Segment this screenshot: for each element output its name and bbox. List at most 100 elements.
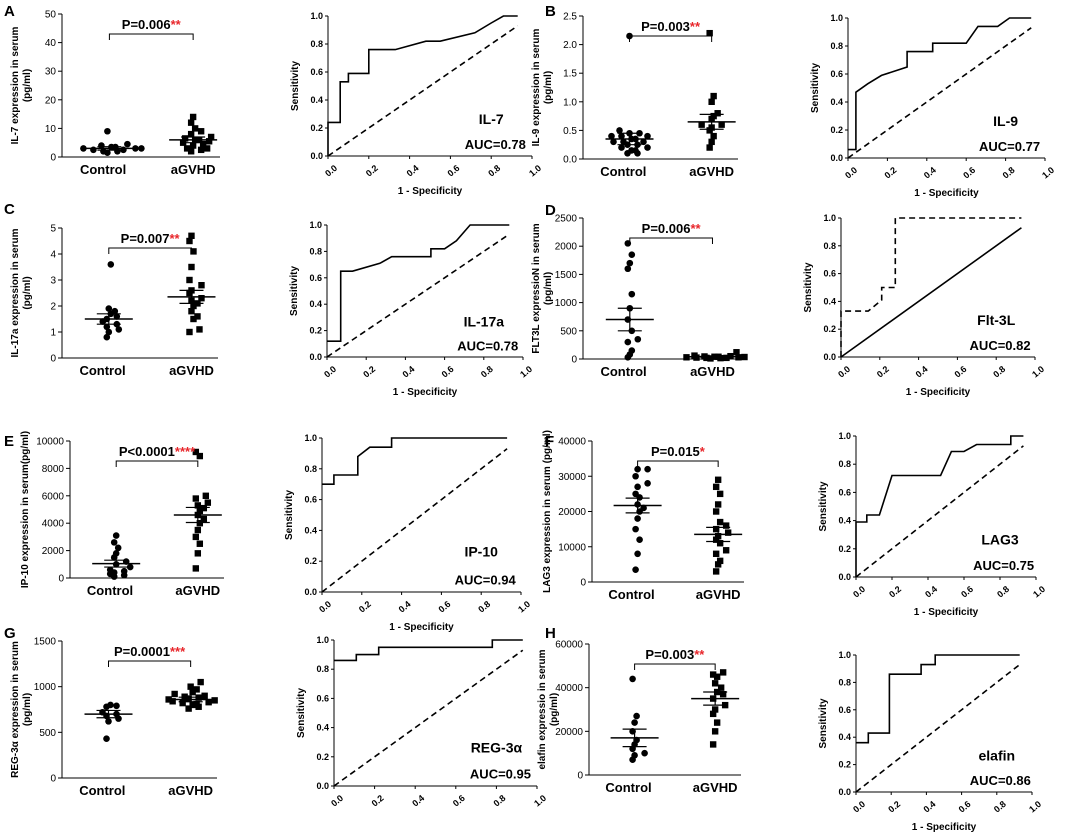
y-tick-label: 0.0: [823, 352, 836, 362]
data-point-agvhd: [194, 313, 201, 320]
x-tick-label: 0.8: [479, 364, 495, 380]
roc-plot-E: 0.0 0.2 0.4 0.6 0.8 1.0 0.0 0.2 0.4 0.6 0.8 1.0 1 - …: [284, 433, 532, 633]
y-tick-label: 0.8: [310, 39, 323, 49]
roc-curve: [322, 437, 508, 485]
data-point-agvhd: [200, 515, 208, 523]
y-tick-label: 0: [50, 354, 56, 365]
x-axis-label: 1 - Specificity: [393, 387, 458, 398]
data-point-control: [618, 132, 625, 140]
y-tick-label: 10: [45, 124, 57, 135]
y-tick-label: 30: [45, 67, 57, 78]
data-point-control: [80, 145, 87, 152]
x-tick-label: 0.2: [361, 364, 377, 380]
y-tick-label: 2.0: [563, 40, 577, 51]
y-tick-label: 1000: [555, 298, 578, 309]
data-point-agvhd: [196, 452, 204, 460]
x-tick-label: 0.8: [992, 799, 1008, 815]
y-tick-label: 1: [50, 328, 56, 339]
x-category-label: Control: [608, 587, 654, 602]
data-point-control: [641, 749, 648, 757]
data-point-control: [107, 701, 114, 709]
x-tick-label: 1.0: [1027, 799, 1043, 815]
data-point-control: [626, 259, 634, 267]
reference-line: [326, 233, 510, 358]
y-axis-label-line: (pg/ml): [22, 69, 33, 102]
x-tick-label: 1.0: [518, 364, 534, 380]
y-tick-label: 0: [580, 578, 586, 589]
y-tick-label: 0.2: [823, 324, 836, 334]
y-axis-label-line: LAG3 expression in serum (pg/ml): [542, 430, 553, 593]
data-point-agvhd: [719, 691, 727, 698]
y-tick-label: 1500: [555, 270, 578, 281]
data-point-agvhd: [211, 697, 218, 704]
x-axis-label: 1 - Specificity: [398, 186, 463, 197]
data-point-control: [105, 328, 113, 336]
data-point-agvhd: [187, 119, 195, 126]
data-point-control: [632, 147, 639, 154]
p-value-text: P=0.006: [122, 17, 171, 32]
data-point-agvhd: [722, 522, 730, 529]
data-point-control: [629, 675, 636, 683]
roc-plot-D: 0.0 0.2 0.4 0.6 0.8 1.0 0.0 0.2 0.4 0.6 0.8 1.0 1 - …: [803, 213, 1046, 398]
y-tick-label: 0.2: [310, 123, 323, 133]
x-axis-label: 1 - Specificity: [906, 387, 971, 398]
x-tick-label: 1.0: [1030, 364, 1046, 380]
significance-stars: **: [690, 19, 701, 34]
x-tick-label: 0.0: [322, 364, 338, 380]
x-tick-label: 0.0: [317, 599, 333, 615]
data-point-agvhd: [186, 276, 193, 284]
y-axis-label: IL-7 expression in serum(pg/ml): [10, 26, 33, 144]
y-tick-label: 3: [50, 276, 56, 287]
x-tick-label: 0.2: [887, 584, 903, 600]
reference-line: [855, 663, 1021, 793]
marker-name: IL-7: [479, 111, 504, 127]
data-point-control: [106, 566, 114, 574]
data-point-agvhd: [199, 140, 207, 148]
data-point-agvhd: [716, 490, 724, 498]
data-point-agvhd: [190, 315, 197, 323]
p-value: P=0.003**: [645, 647, 705, 662]
data-point-agvhd: [708, 98, 715, 105]
panel-letter: B: [545, 3, 556, 20]
data-point-agvhd: [713, 673, 721, 680]
data-point-agvhd: [187, 148, 195, 155]
data-point-control: [124, 140, 131, 148]
data-point-control: [107, 261, 115, 268]
y-axis-label: Sensitivity: [284, 490, 295, 540]
significance-stars: **: [694, 647, 705, 662]
data-point-agvhd: [706, 144, 713, 151]
data-point-agvhd: [698, 121, 705, 128]
data-point-agvhd: [171, 690, 178, 698]
x-tick-label: 0.2: [370, 793, 386, 809]
data-point-control: [103, 323, 111, 331]
data-point-agvhd: [186, 328, 193, 336]
x-tick-label: 0.0: [851, 584, 867, 600]
data-point-agvhd: [733, 349, 740, 356]
x-tick-label: 0.6: [952, 364, 968, 380]
data-point-agvhd: [714, 110, 721, 117]
y-tick-label: 0.4: [838, 516, 851, 526]
data-point-control: [633, 712, 640, 720]
y-tick-label: 20: [45, 95, 57, 106]
x-tick-label: 0.2: [882, 165, 898, 181]
data-point-agvhd: [204, 499, 212, 506]
data-point-control: [90, 146, 97, 154]
y-tick-label: 8000: [42, 464, 65, 475]
roc-curve: [334, 639, 523, 662]
roc-plot-F: 0.0 0.2 0.4 0.6 0.8 1.0 0.0 0.2 0.4 0.6 0.8 1.0 1 - …: [818, 431, 1047, 618]
x-tick-label: 0.4: [914, 364, 930, 380]
roc-curve: [840, 217, 1022, 357]
y-tick-label: 0.0: [830, 153, 843, 163]
y-tick-label: 0.2: [838, 760, 851, 770]
y-tick-label: 1.0: [304, 433, 317, 443]
p-value: P=0.015*: [651, 444, 706, 459]
y-axis-label: Sensitivity: [818, 481, 829, 531]
significance-bracket: [634, 663, 716, 670]
y-tick-label: 5: [50, 224, 56, 235]
y-tick-label: 0.8: [823, 241, 836, 251]
y-tick-label: 2: [50, 302, 56, 313]
data-point-control: [624, 265, 632, 273]
x-tick-label: 0.4: [923, 584, 939, 600]
auc-value: AUC=0.78: [457, 338, 518, 353]
